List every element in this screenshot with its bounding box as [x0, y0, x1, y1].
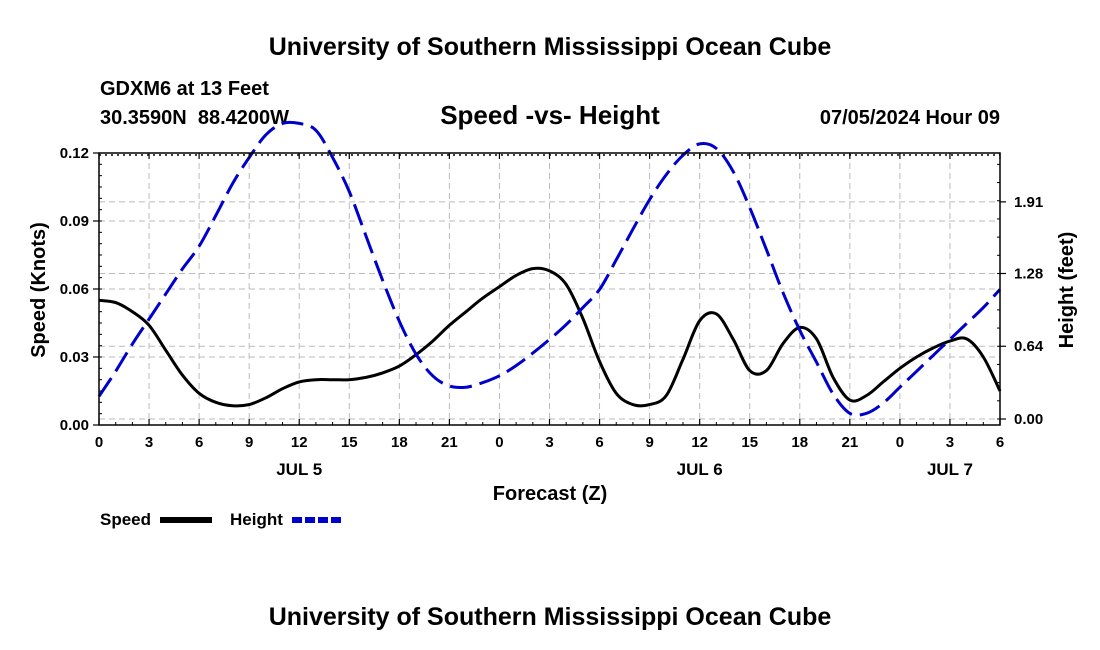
- x-tick-label: 3: [145, 434, 153, 451]
- chart-subtitle: Speed -vs- Height: [440, 100, 660, 130]
- y-tick-label-left: 0.06: [60, 281, 89, 298]
- x-tick-label: 6: [195, 434, 203, 451]
- y-tick-label-right: 1.28: [1014, 265, 1043, 282]
- x-tick-label: 9: [645, 434, 653, 451]
- x-tick-label: 12: [691, 434, 708, 451]
- x-tick-label: 0: [95, 434, 103, 451]
- x-tick-label: 6: [996, 434, 1004, 451]
- x-tick-label: 0: [896, 434, 904, 451]
- chart-title: University of Southern Mississippi Ocean…: [269, 33, 832, 61]
- station-label: GDXM6 at 13 Feet: [100, 78, 269, 100]
- grid: [99, 153, 1000, 425]
- y-tick-label-left: 0.03: [60, 349, 89, 366]
- x-tick-label: 15: [341, 434, 358, 451]
- coordinates-label: 30.3590N 88.4200W: [100, 107, 289, 129]
- x-tick-label: 18: [791, 434, 808, 451]
- day-label: JUL 7: [927, 460, 973, 479]
- x-tick-label: 9: [245, 434, 253, 451]
- day-label: JUL 6: [677, 460, 723, 479]
- axis-ticks: 0 3 6 9 12 15 18 21 0 3 6 9 12 15 18 21 0 3 6 JUL 5 JUL 6 JUL…: [60, 145, 1044, 479]
- x-tick-label: 3: [946, 434, 954, 451]
- x-tick-label: 15: [741, 434, 758, 451]
- y-tick-label-right: 1.91: [1014, 194, 1043, 211]
- x-tick-label: 21: [841, 434, 858, 451]
- y-axis-label-left: Speed (Knots): [28, 222, 50, 358]
- x-tick-label: 18: [391, 434, 408, 451]
- y-tick-label-left: 0.12: [60, 145, 89, 162]
- y-tick-label-left: 0.09: [60, 213, 89, 230]
- legend: Speed Height: [100, 510, 342, 529]
- day-label: JUL 5: [276, 460, 322, 479]
- forecast-datetime: 07/05/2024 Hour 09: [820, 107, 1000, 129]
- x-tick-label: 12: [291, 434, 308, 451]
- x-tick-label: 0: [495, 434, 503, 451]
- y-tick-label-right: 0.64: [1014, 338, 1044, 355]
- legend-height-label: Height: [230, 510, 283, 529]
- x-tick-label: 6: [595, 434, 603, 451]
- x-tick-label: 21: [441, 434, 458, 451]
- x-axis-label: Forecast (Z): [493, 483, 607, 505]
- footer-title: University of Southern Mississippi Ocean…: [269, 603, 832, 631]
- y-axis-label-right: Height (feet): [1056, 232, 1078, 349]
- series-line-speed: [98, 266, 1002, 408]
- legend-speed-label: Speed: [100, 510, 151, 529]
- y-tick-label-left: 0.00: [60, 417, 89, 434]
- y-tick-label-right: 0.00: [1014, 411, 1043, 428]
- x-tick-label: 3: [545, 434, 553, 451]
